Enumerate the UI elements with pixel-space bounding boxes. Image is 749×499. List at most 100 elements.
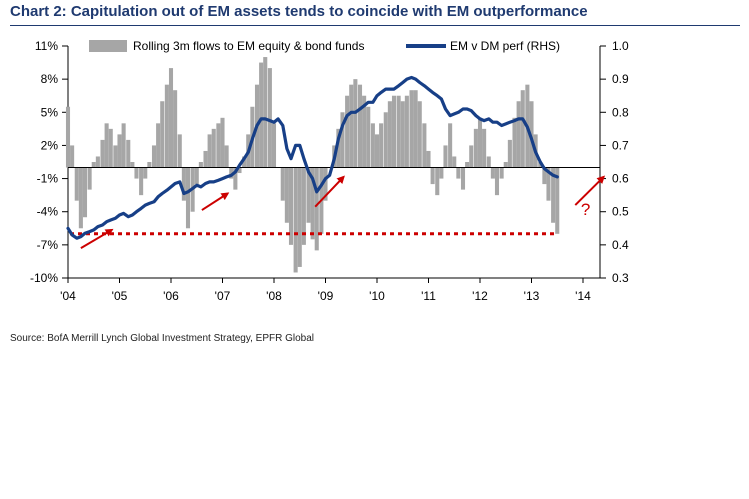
flow-bar — [121, 123, 126, 168]
flow-bar — [422, 123, 427, 168]
flow-bar — [194, 167, 199, 185]
flow-bar — [216, 123, 221, 168]
flow-bar — [477, 117, 483, 168]
flow-bar — [91, 162, 96, 168]
flow-bar — [366, 106, 371, 168]
y-left-tick-label: 5% — [41, 105, 59, 119]
flow-bar — [357, 84, 363, 168]
y-left-tick-label: 2% — [41, 138, 59, 152]
y-left-tick-label: -4% — [37, 205, 59, 219]
flow-bar — [465, 162, 470, 168]
flow-bar — [379, 123, 384, 168]
flow-bar — [181, 167, 186, 201]
flow-bar — [383, 112, 388, 168]
title-rule — [10, 25, 740, 26]
flow-bar — [435, 167, 440, 196]
flow-bar — [271, 123, 277, 168]
flow-bar — [494, 167, 500, 196]
x-tick-label: '14 — [575, 289, 591, 303]
flow-bar — [456, 167, 461, 179]
em-vs-dm-line — [66, 75, 559, 240]
flow-bar — [490, 167, 495, 179]
x-tick-label: '12 — [472, 289, 488, 303]
flow-bar — [439, 167, 444, 179]
flow-bar — [263, 57, 268, 168]
flow-bar — [160, 101, 165, 168]
x-tick-label: '04 — [60, 289, 76, 303]
flow-bar — [198, 162, 203, 168]
flow-bar — [301, 167, 306, 245]
flow-bar — [370, 123, 375, 168]
flow-bar — [126, 139, 131, 168]
y-left-tick-label: -1% — [37, 172, 59, 186]
flow-bar — [143, 167, 148, 179]
x-tick-label: '13 — [524, 289, 540, 303]
y-left-tick-label: -7% — [37, 238, 59, 252]
flow-bar — [542, 167, 547, 185]
x-tick-label: '08 — [266, 289, 282, 303]
flow-bar — [306, 167, 311, 223]
flow-bar — [409, 90, 414, 168]
y-right-tick-label: 0.7 — [612, 138, 629, 152]
legend-bar-label: Rolling 3m flows to EM equity & bond fun… — [133, 39, 364, 53]
flow-bar — [503, 162, 508, 168]
flow-bar — [168, 68, 174, 168]
y-right-tick-label: 0.8 — [612, 105, 629, 119]
y-right-tick-label: 0.3 — [612, 271, 629, 285]
legend-line-label: EM v DM perf (RHS) — [450, 39, 560, 53]
flow-bar — [486, 156, 491, 168]
flow-bar — [203, 150, 208, 168]
flow-bar — [211, 128, 216, 168]
flow-bar — [173, 90, 178, 168]
flow-bar — [117, 134, 122, 168]
flow-bar — [473, 128, 478, 168]
flow-bar — [516, 101, 521, 168]
y-right-tick-label: 0.9 — [612, 72, 629, 86]
y-right-tick-label: 0.4 — [612, 238, 629, 252]
flow-bar — [139, 167, 144, 196]
trend-arrow — [314, 175, 345, 208]
flow-bar — [387, 101, 392, 168]
flow-bar — [95, 156, 100, 168]
flow-bar — [220, 117, 225, 168]
flow-bar — [430, 167, 435, 185]
flow-bar — [546, 167, 551, 201]
flow-bar — [507, 139, 512, 168]
flow-bar — [323, 167, 328, 201]
flow-bar — [130, 162, 135, 168]
flow-bar — [177, 134, 182, 168]
flow-bar — [156, 123, 161, 168]
flow-bar — [336, 128, 341, 168]
source-note: Source: BofA Merrill Lynch Global Invest… — [10, 333, 315, 344]
flow-bar — [284, 167, 289, 223]
y-right-tick-label: 0.5 — [612, 205, 629, 219]
flow-bar — [185, 167, 191, 229]
flow-bar — [108, 128, 113, 168]
flow-bar — [78, 167, 83, 229]
flow-bar — [499, 167, 504, 179]
flow-bar — [65, 106, 71, 168]
flow-bar — [100, 139, 105, 168]
y-right-tick-label: 0.6 — [612, 172, 629, 186]
x-tick-label: '07 — [215, 289, 231, 303]
flow-bar — [413, 90, 418, 168]
flow-bar — [426, 150, 431, 168]
flow-bar — [345, 95, 350, 168]
flow-bar — [310, 167, 315, 240]
flow-bar — [229, 167, 234, 179]
trend-arrow — [574, 175, 606, 206]
flow-bar — [443, 145, 448, 168]
flow-bar — [469, 145, 474, 168]
flow-bar — [288, 167, 294, 245]
flow-bar — [520, 90, 525, 168]
flow-bar — [267, 68, 272, 168]
legend-bar-swatch — [89, 40, 127, 52]
flow-bar — [82, 167, 88, 218]
x-tick-label: '05 — [112, 289, 128, 303]
y-left-tick-label: -10% — [30, 271, 58, 285]
flow-bar — [70, 145, 75, 168]
x-tick-label: '09 — [318, 289, 334, 303]
flow-bar — [242, 156, 247, 168]
flow-bar — [340, 112, 345, 168]
